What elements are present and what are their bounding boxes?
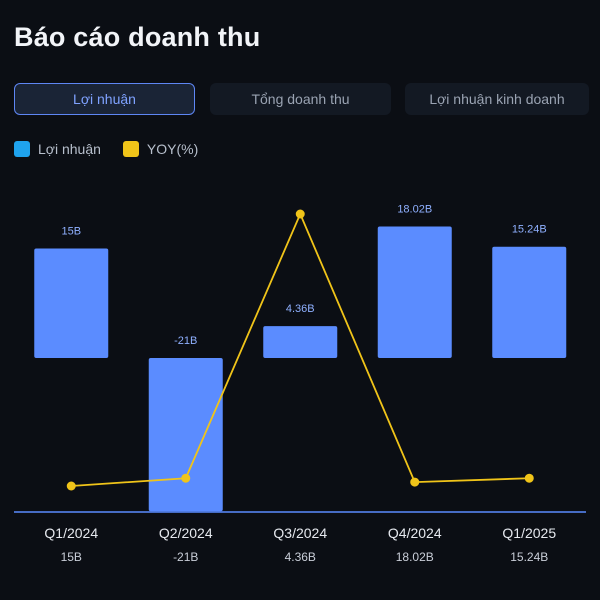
x-tick-label-0: Q1/2024 — [44, 525, 98, 541]
bar-2 — [263, 326, 338, 358]
x-tick-label-1: Q2/2024 — [159, 525, 213, 541]
yoy-point-0 — [66, 481, 76, 491]
legend-label-loi-nhuan: Lợi nhuận — [38, 141, 101, 157]
yoy-point-2 — [295, 209, 305, 219]
x-tick-value-3: 18.02B — [396, 550, 434, 564]
legend-item-yoy[interactable]: YOY(%) — [122, 141, 199, 157]
x-tick-value-2: 4.36B — [285, 550, 316, 564]
legend-swatch-yoy — [122, 141, 139, 157]
bar-value-label-3: 18.02B — [397, 203, 432, 215]
bar-value-label-0: 15B — [61, 226, 81, 238]
x-tick-label-4: Q1/2025 — [502, 525, 556, 541]
chart-legend: Lợi nhuận YOY(%) — [14, 141, 220, 157]
x-tick-label-3: Q4/2024 — [388, 525, 442, 541]
x-tick-value-4: 15.24B — [510, 550, 548, 564]
yoy-point-1 — [181, 473, 191, 483]
yoy-point-4 — [524, 473, 534, 483]
bar-3 — [377, 226, 452, 358]
bar-4 — [492, 246, 567, 358]
bar-1 — [148, 358, 223, 512]
legend-item-loi-nhuan[interactable]: Lợi nhuận — [14, 141, 101, 157]
bar-0 — [34, 248, 109, 358]
bar-value-label-4: 15.24B — [512, 224, 547, 236]
yoy-point-3 — [410, 477, 420, 487]
bar-value-label-1: -21B — [174, 335, 197, 347]
tab-loi-nhuan-kinh-doanh[interactable]: Lợi nhuận kinh doanh — [405, 83, 589, 115]
bar-value-label-2: 4.36B — [286, 303, 315, 315]
x-tick-value-0: 15B — [61, 550, 82, 564]
page-title: Báo cáo doanh thu — [14, 22, 261, 52]
legend-swatch-loi-nhuan — [14, 141, 30, 157]
x-tick-label-2: Q3/2024 — [273, 525, 327, 541]
tab-tong-doanh-thu[interactable]: Tổng doanh thu — [210, 83, 391, 115]
legend-label-yoy: YOY(%) — [146, 141, 199, 157]
x-tick-value-1: -21B — [173, 550, 198, 564]
tab-loi-nhuan[interactable]: Lợi nhuận — [14, 83, 195, 115]
